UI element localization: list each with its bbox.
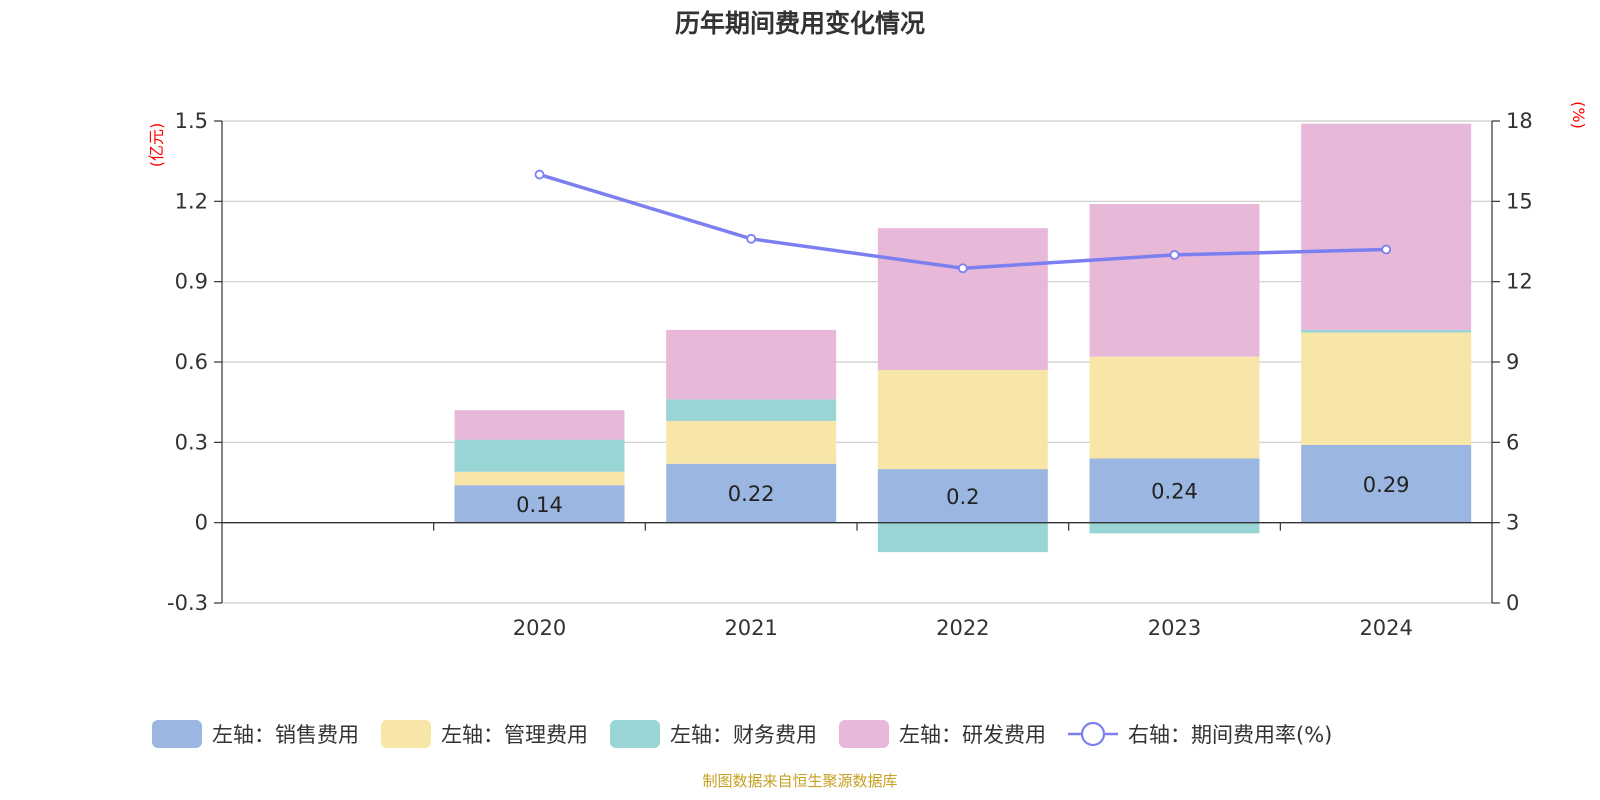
bar-rd-2023	[1089, 204, 1260, 357]
x-axis-category-label: 2022	[936, 616, 989, 640]
x-axis-category-label: 2023	[1148, 616, 1201, 640]
legend-label-admin: 左轴：管理费用	[441, 723, 588, 747]
legend-label-rd: 左轴：研发费用	[899, 723, 1046, 747]
right-axis-tick-label: 6	[1506, 430, 1519, 454]
bar-rd-2020	[454, 410, 625, 440]
left-axis-tick-label: 0.3	[175, 430, 208, 454]
x-axis-category-label: 2024	[1359, 616, 1412, 640]
legend-swatch-sales	[152, 720, 202, 748]
rate-point-2024	[1381, 244, 1392, 255]
bar-sales-2022	[877, 469, 1048, 523]
left-axis-unit: (亿元)	[147, 123, 166, 168]
left-axis-tick-label: 0.9	[175, 270, 208, 294]
left-axis-tick-label: -0.3	[167, 591, 208, 615]
source-note: 制图数据来自恒生聚源数据库	[702, 772, 897, 790]
right-axis-tick-label: 12	[1506, 270, 1533, 294]
bar-finance-2021	[666, 399, 837, 421]
left-axis-tick-label: 0	[195, 511, 208, 535]
legend: 左轴：销售费用 左轴：管理费用 左轴：财务费用 左轴：研发费用 右轴：期间费用率(%)	[152, 720, 1332, 748]
left-axis-tick-label: 0.6	[175, 350, 208, 374]
bar-sales-2023	[1089, 458, 1260, 523]
data-label-sales-2023: 0.24	[1151, 480, 1198, 504]
bar-finance-2023	[1089, 522, 1260, 534]
right-axis-tick-label: 9	[1506, 350, 1519, 374]
chart-title: 历年期间费用变化情况	[675, 9, 925, 38]
bar-admin-2020	[454, 471, 625, 486]
bar-sales-2020	[454, 485, 625, 523]
rate-point-2022	[957, 263, 968, 274]
legend-label-finance: 左轴：财务费用	[670, 723, 817, 747]
grid-lines	[222, 120, 1492, 604]
rate-point-2021	[746, 233, 757, 244]
axes: -0.3 0 0.3 0.6 0.9 1.2 1.5 0 3 6 9 12 15 18 2020 2021 20…	[167, 109, 1533, 640]
left-axis-tick-label: 1.2	[175, 189, 208, 213]
bar-sales-2021	[666, 463, 837, 523]
left-axis-tick-label: 1.5	[175, 109, 208, 133]
bar-admin-2022	[877, 370, 1048, 470]
right-axis-tick-label: 15	[1506, 189, 1533, 213]
bar-admin-2021	[666, 420, 837, 464]
legend-marker-rate_line	[1080, 721, 1106, 747]
bar-admin-2023	[1089, 356, 1260, 459]
right-axis-tick-label: 0	[1506, 591, 1519, 615]
bar-sales-2024	[1301, 445, 1472, 523]
bar-rd-2024	[1301, 123, 1472, 330]
data-label-sales-2020: 0.14	[516, 493, 563, 517]
data-label-sales-2021: 0.22	[728, 482, 775, 506]
bar-admin-2024	[1301, 332, 1472, 446]
legend-swatch-admin	[381, 720, 431, 748]
x-axis-category-label: 2021	[724, 616, 777, 640]
bar-rd-2021	[666, 329, 837, 400]
bar-series	[454, 123, 1472, 553]
legend-label-rate_line: 右轴：期间费用率(%)	[1128, 723, 1332, 747]
rate-point-2023	[1169, 249, 1180, 260]
x-axis-category-label: 2020	[513, 616, 566, 640]
right-axis-unit: (%)	[1569, 101, 1588, 129]
data-labels: 0.14 0.22 0.2 0.24 0.29	[516, 473, 1409, 517]
bar-finance-2020	[454, 439, 625, 472]
bar-rd-2022	[877, 228, 1048, 371]
bar-finance-2024	[1301, 329, 1472, 333]
data-label-sales-2022: 0.2	[946, 485, 979, 509]
rate-line-series	[534, 169, 1392, 274]
legend-label-sales: 左轴：销售费用	[212, 723, 359, 747]
legend-swatch-rd	[839, 720, 889, 748]
right-axis-tick-label: 3	[1506, 511, 1519, 535]
right-axis-tick-label: 18	[1506, 109, 1533, 133]
rate-point-2020	[534, 169, 545, 180]
bar-finance-2022	[877, 522, 1048, 553]
legend-swatch-finance	[610, 720, 660, 748]
data-label-sales-2024: 0.29	[1363, 473, 1410, 497]
